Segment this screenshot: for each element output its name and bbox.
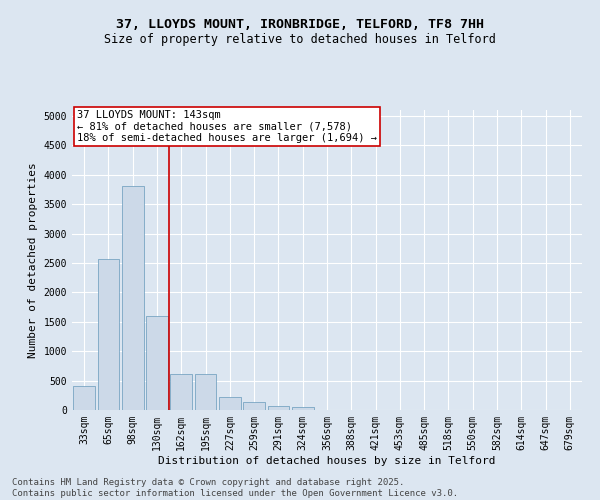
Bar: [292, 407, 314, 410]
Bar: [97, 259, 119, 410]
Text: Contains HM Land Registry data © Crown copyright and database right 2025.
Contai: Contains HM Land Registry data © Crown c…: [12, 478, 458, 498]
Bar: [122, 186, 143, 410]
Bar: [194, 374, 217, 410]
Bar: [243, 402, 265, 410]
Text: Size of property relative to detached houses in Telford: Size of property relative to detached ho…: [104, 32, 496, 46]
Bar: [146, 316, 168, 410]
Y-axis label: Number of detached properties: Number of detached properties: [28, 162, 38, 358]
Bar: [170, 374, 192, 410]
Text: 37, LLOYDS MOUNT, IRONBRIDGE, TELFORD, TF8 7HH: 37, LLOYDS MOUNT, IRONBRIDGE, TELFORD, T…: [116, 18, 484, 30]
Bar: [268, 406, 289, 410]
Bar: [73, 386, 95, 410]
Bar: [219, 397, 241, 410]
Text: 37 LLOYDS MOUNT: 143sqm
← 81% of detached houses are smaller (7,578)
18% of semi: 37 LLOYDS MOUNT: 143sqm ← 81% of detache…: [77, 110, 377, 143]
X-axis label: Distribution of detached houses by size in Telford: Distribution of detached houses by size …: [158, 456, 496, 466]
